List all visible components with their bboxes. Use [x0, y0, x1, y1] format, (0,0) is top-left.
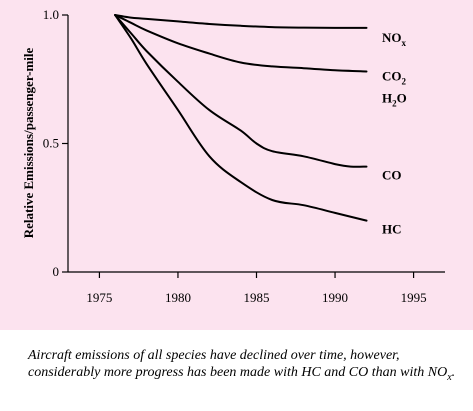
x-tick-label-1975: 1975 — [86, 290, 112, 305]
figure-panel: Relative Emissions/passenger-mile 1975 19… — [0, 0, 473, 330]
y-tick-label-0-5: 0.5 — [43, 136, 59, 151]
x-tick-label-1990: 1990 — [322, 290, 348, 305]
series-line-nox — [114, 14, 368, 29]
emissions-line-chart: Relative Emissions/passenger-mile 1975 19… — [0, 0, 473, 330]
caption-subscript: x — [447, 371, 452, 383]
chart-background — [0, 0, 473, 330]
series-line-co2-h2o — [114, 14, 368, 73]
series-line-co — [114, 14, 368, 168]
series-lines — [114, 14, 368, 222]
axis-ticks: 1975 1980 1985 1990 1995 0 0.5 1.0 — [43, 7, 427, 305]
caption-tail: . — [451, 364, 456, 380]
series-label-co: CO — [382, 168, 402, 183]
figure-caption: Aircraft emissions of all species have d… — [28, 348, 458, 386]
x-tick-label-1995: 1995 — [401, 290, 427, 305]
caption-text: Aircraft emissions of all species have d… — [28, 348, 448, 380]
y-axis-label: Relative Emissions/passenger-mile — [21, 48, 36, 239]
series-label-co2-h2o: CO2 — [382, 69, 407, 87]
series-label-hc: HC — [382, 222, 402, 237]
series-labels: NOx CO2 H2O CO HC — [382, 30, 407, 237]
series-label-h2o: H2O — [382, 91, 407, 109]
y-tick-label-1: 1.0 — [43, 7, 59, 22]
series-line-hc — [114, 14, 368, 222]
series-label-nox: NOx — [382, 30, 407, 48]
x-tick-label-1980: 1980 — [165, 290, 191, 305]
y-tick-label-0: 0 — [53, 264, 60, 279]
x-tick-label-1985: 1985 — [244, 290, 270, 305]
